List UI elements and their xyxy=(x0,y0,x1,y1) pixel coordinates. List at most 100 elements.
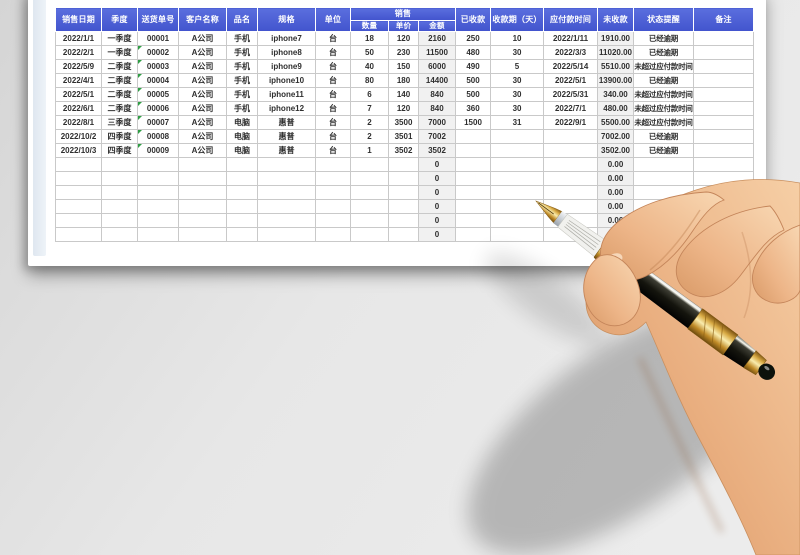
cell-order_no[interactable]: 00009 xyxy=(137,143,179,158)
cell-spec[interactable]: iphone10 xyxy=(257,73,316,88)
cell-unit[interactable]: 台 xyxy=(315,101,351,116)
cell-due[interactable] xyxy=(543,199,599,214)
cell-customer[interactable]: A公司 xyxy=(178,73,227,88)
cell-order_no[interactable] xyxy=(137,185,179,200)
cell-amount[interactable]: 7002 xyxy=(417,129,457,144)
cell-received[interactable] xyxy=(455,171,492,186)
cell-unit[interactable]: 台 xyxy=(315,129,351,144)
cell-status[interactable] xyxy=(633,227,695,242)
cell-status[interactable]: 未超过应付款时间 xyxy=(633,101,695,116)
cell-due[interactable] xyxy=(543,213,599,228)
cell-amount[interactable]: 6000 xyxy=(417,59,457,74)
cell-product[interactable] xyxy=(226,227,258,242)
col-header-unreceived[interactable]: 未收款 xyxy=(597,7,635,32)
cell-received[interactable]: 500 xyxy=(455,87,492,102)
cell-amount[interactable]: 0 xyxy=(417,185,457,200)
cell-date[interactable]: 2022/6/1 xyxy=(55,101,102,116)
cell-amount[interactable]: 0 xyxy=(417,213,457,228)
cell-price[interactable] xyxy=(388,227,419,242)
cell-quarter[interactable]: 四季度 xyxy=(101,129,138,144)
cell-order_no[interactable] xyxy=(137,213,179,228)
cell-unit[interactable] xyxy=(315,185,351,200)
cell-price[interactable] xyxy=(388,185,419,200)
cell-status[interactable]: 已经逾期 xyxy=(633,45,695,60)
cell-product[interactable]: 电脑 xyxy=(226,115,258,130)
cell-unreceived[interactable]: 0.00 xyxy=(597,157,635,172)
cell-customer[interactable]: A公司 xyxy=(178,129,227,144)
cell-spec[interactable]: iphone8 xyxy=(257,45,316,60)
cell-status[interactable]: 未超过应付款时间 xyxy=(633,115,695,130)
cell-note[interactable] xyxy=(693,213,755,228)
cell-date[interactable]: 2022/5/9 xyxy=(55,59,102,74)
cell-period[interactable] xyxy=(490,171,545,186)
col-header-customer[interactable]: 客户名称 xyxy=(178,7,227,32)
cell-due[interactable]: 2022/3/3 xyxy=(543,45,599,60)
cell-customer[interactable]: A公司 xyxy=(178,115,227,130)
cell-unit[interactable]: 台 xyxy=(315,87,351,102)
cell-order_no[interactable]: 00003 xyxy=(137,59,179,74)
col-header-qty[interactable]: 数量 xyxy=(350,20,389,32)
cell-date[interactable] xyxy=(55,157,102,172)
cell-product[interactable] xyxy=(226,157,258,172)
cell-order_no[interactable] xyxy=(137,199,179,214)
cell-qty[interactable]: 2 xyxy=(350,115,389,130)
cell-date[interactable]: 2022/8/1 xyxy=(55,115,102,130)
cell-unreceived[interactable]: 5500.00 xyxy=(597,115,635,130)
cell-quarter[interactable]: 四季度 xyxy=(101,143,138,158)
cell-status[interactable]: 未超过应付款时间 xyxy=(633,59,695,74)
cell-due[interactable]: 2022/1/11 xyxy=(543,31,599,46)
cell-spec[interactable] xyxy=(257,171,316,186)
cell-period[interactable] xyxy=(490,157,545,172)
cell-unit[interactable]: 台 xyxy=(315,31,351,46)
cell-period[interactable]: 30 xyxy=(490,73,545,88)
cell-spec[interactable] xyxy=(257,185,316,200)
cell-status[interactable]: 未超过应付款时间 xyxy=(633,87,695,102)
cell-date[interactable] xyxy=(55,185,102,200)
cell-period[interactable]: 31 xyxy=(490,115,545,130)
cell-customer[interactable] xyxy=(178,171,227,186)
cell-unit[interactable] xyxy=(315,157,351,172)
cell-customer[interactable] xyxy=(178,185,227,200)
cell-unreceived[interactable]: 0.00 xyxy=(597,227,635,242)
cell-period[interactable]: 5 xyxy=(490,59,545,74)
cell-customer[interactable] xyxy=(178,213,227,228)
cell-received[interactable]: 500 xyxy=(455,73,492,88)
col-header-date[interactable]: 销售日期 xyxy=(55,7,102,32)
cell-price[interactable]: 150 xyxy=(388,59,419,74)
cell-period[interactable]: 10 xyxy=(490,31,545,46)
cell-unit[interactable]: 台 xyxy=(315,45,351,60)
cell-price[interactable] xyxy=(388,199,419,214)
cell-price[interactable]: 3502 xyxy=(388,143,419,158)
cell-quarter[interactable]: 二季度 xyxy=(101,73,138,88)
cell-unit[interactable] xyxy=(315,213,351,228)
col-header-sales-group[interactable]: 销售 xyxy=(349,7,457,21)
cell-note[interactable] xyxy=(693,129,755,144)
cell-status[interactable] xyxy=(633,199,695,214)
cell-unit[interactable] xyxy=(315,171,351,186)
cell-note[interactable] xyxy=(693,45,755,60)
cell-order_no[interactable]: 00008 xyxy=(137,129,179,144)
cell-qty[interactable]: 50 xyxy=(350,45,389,60)
cell-quarter[interactable]: 二季度 xyxy=(101,87,138,102)
cell-quarter[interactable] xyxy=(101,213,138,228)
cell-note[interactable] xyxy=(693,185,755,200)
cell-customer[interactable]: A公司 xyxy=(178,143,227,158)
cell-price[interactable]: 230 xyxy=(388,45,419,60)
cell-quarter[interactable] xyxy=(101,185,138,200)
cell-qty[interactable]: 80 xyxy=(350,73,389,88)
col-header-received[interactable]: 已收款 xyxy=(455,7,492,32)
cell-received[interactable]: 360 xyxy=(455,101,492,116)
cell-period[interactable] xyxy=(490,185,545,200)
cell-date[interactable] xyxy=(55,171,102,186)
cell-date[interactable] xyxy=(55,227,102,242)
cell-price[interactable] xyxy=(388,213,419,228)
cell-product[interactable]: 手机 xyxy=(226,31,258,46)
cell-received[interactable]: 250 xyxy=(455,31,492,46)
cell-date[interactable]: 2022/1/1 xyxy=(55,31,102,46)
col-header-quarter[interactable]: 季度 xyxy=(101,7,138,32)
cell-qty[interactable]: 6 xyxy=(350,87,389,102)
cell-amount[interactable]: 840 xyxy=(417,101,457,116)
cell-customer[interactable]: A公司 xyxy=(178,45,227,60)
cell-unreceived[interactable]: 480.00 xyxy=(597,101,635,116)
cell-note[interactable] xyxy=(693,87,755,102)
